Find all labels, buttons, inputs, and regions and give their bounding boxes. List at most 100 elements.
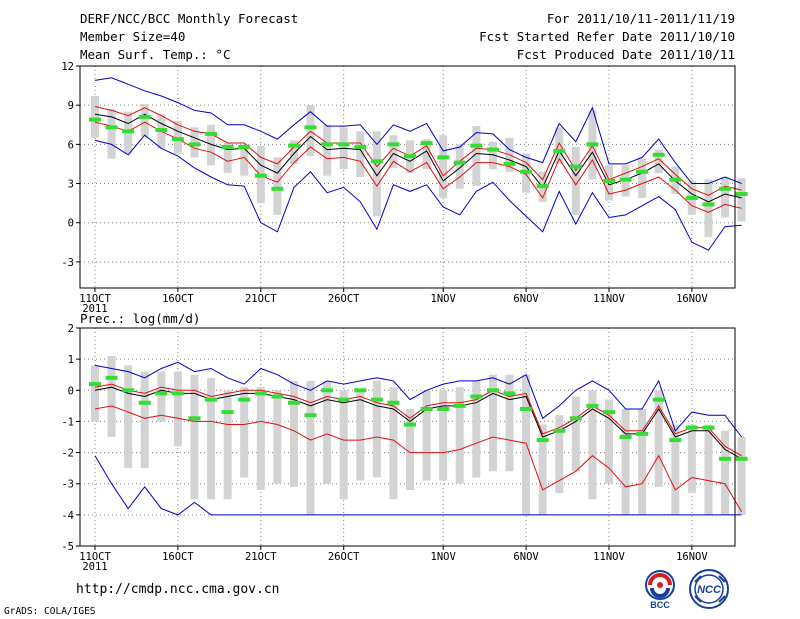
prec-median-marker (221, 410, 234, 415)
prec-median-marker (321, 388, 334, 393)
prec-ensemble-box (671, 424, 680, 515)
prec-frame (79, 327, 736, 547)
prec-ensemble-box (654, 390, 663, 487)
prec-mean-line (94, 386, 742, 460)
temp-median-marker (238, 144, 251, 149)
ncc-logo: NCC (689, 569, 729, 609)
temp-ensemble-box (273, 157, 282, 215)
temp-min-line (94, 134, 742, 251)
prec-median-marker (652, 397, 665, 402)
temp-ensemble-box (372, 131, 381, 217)
prec-median-marker (536, 438, 549, 443)
prec-median-marker (155, 391, 168, 396)
prec-ensemble-box (140, 371, 149, 469)
temp-median-marker (470, 143, 483, 148)
temp-median-marker (636, 169, 649, 174)
prec-xtick-label: 11OCT (79, 551, 111, 563)
chart-title: DERF/NCC/BCC Monthly Forecast (80, 11, 299, 26)
temp-ensemble-box (472, 126, 481, 187)
temp-year-label: 2011 (82, 303, 107, 315)
prec-ensemble-box (571, 396, 580, 472)
prec-xtick-label: 26OCT (328, 551, 360, 563)
source-url[interactable]: http://cmdp.ncc.cma.gov.cn (76, 582, 280, 597)
prec-ensemble-box (588, 390, 597, 500)
temp-median-marker (155, 127, 168, 132)
prec-ensemble-box (704, 424, 713, 515)
temp-ensemble-box (721, 177, 730, 218)
temp-lower-spread-line (94, 121, 742, 213)
prec-ensemble-box (621, 408, 630, 515)
prec-xtick-label: 1NOV (431, 551, 457, 563)
temp-xtick-label: 16OCT (162, 293, 194, 305)
prec-median-marker (470, 394, 483, 399)
prec-ytick-label: 0 (68, 385, 74, 397)
prec-ensemble-box (91, 365, 99, 422)
temp-median-marker (271, 186, 284, 191)
prec-median-marker (254, 391, 267, 396)
prec-median-marker (238, 397, 251, 402)
prec-median-marker (702, 425, 715, 430)
temp-median-marker (321, 142, 334, 147)
temp-median-marker (205, 131, 218, 136)
temp-ensemble-box (107, 109, 116, 159)
prec-ensemble-box (240, 387, 249, 478)
temp-ytick-label: 6 (68, 139, 74, 151)
prec-median-marker (669, 438, 682, 443)
temp-median-marker (89, 117, 101, 122)
temp-median-marker (619, 177, 632, 182)
bcc-logo: BCC (645, 570, 675, 610)
temp-xtick-label: 16NOV (676, 293, 708, 305)
temp-median-marker (486, 147, 499, 152)
temp-median-marker (719, 186, 732, 191)
prec-median-marker (735, 456, 748, 461)
temp-median-marker (304, 125, 317, 130)
temperature-panel-title: Mean Surf. Temp.: °C (80, 47, 231, 62)
temp-median-marker (536, 184, 549, 189)
ncc-logo-text: NCC (697, 584, 722, 596)
prec-lower-spread-line (94, 405, 743, 512)
temp-median-marker (254, 173, 267, 178)
prec-xtick-label: 6NOV (513, 551, 539, 563)
prec-median-marker (387, 400, 400, 405)
prec-xtick-label: 21OCT (245, 551, 277, 563)
prec-ensemble-box (289, 380, 298, 487)
prec-ensemble-box (721, 430, 730, 515)
prec-median-marker (138, 400, 151, 405)
prec-panel: -5 -4 -3 -2 -1 0 1 2 11OCT 16OCT 21OCT 26OCT 1NOV 6NO… (61, 311, 748, 573)
prec-median-marker (719, 456, 732, 461)
temp-ensemble-box (737, 178, 746, 222)
prec-ensemble-box (107, 356, 116, 437)
temp-median-marker (586, 142, 599, 147)
prec-median-marker (354, 388, 367, 393)
prec-year-label: 2011 (82, 561, 107, 573)
prec-ytick-label: -1 (61, 416, 74, 428)
temp-median-marker (387, 142, 400, 147)
temp-median-marker (287, 143, 300, 148)
temp-median-marker (122, 129, 135, 134)
prec-median-marker (271, 394, 284, 399)
temp-median-marker (437, 155, 450, 160)
temp-median-marker (602, 178, 615, 183)
prec-panel-title: Prec.: log(mm/d) (80, 311, 200, 326)
grads-credit: GrADS: COLA/IGES (4, 606, 96, 617)
prec-ensemble-box (256, 387, 265, 490)
temp-ensemble-box (207, 124, 216, 166)
temp-median-marker (553, 148, 566, 153)
temp-ytick-label: 12 (61, 61, 74, 73)
prec-ensemble-box (488, 374, 497, 472)
temp-median-marker (569, 164, 582, 169)
temp-ensemble-box (654, 149, 663, 174)
prec-median-marker (685, 425, 698, 430)
temp-median-marker (221, 144, 234, 149)
temp-ensemble-box (704, 179, 713, 238)
temp-xtick-label: 26OCT (328, 293, 360, 305)
prec-ensemble-box (604, 399, 613, 484)
temp-ensemble-box (638, 158, 647, 198)
prec-max-line (94, 361, 742, 438)
prec-median-marker (437, 406, 450, 411)
prec-median-marker (370, 397, 383, 402)
prec-ensemble-box (638, 408, 647, 515)
forecast-period: For 2011/10/11-2011/11/19 (546, 11, 735, 26)
temp-median-marker (370, 159, 383, 164)
temp-median-marker (171, 137, 184, 142)
